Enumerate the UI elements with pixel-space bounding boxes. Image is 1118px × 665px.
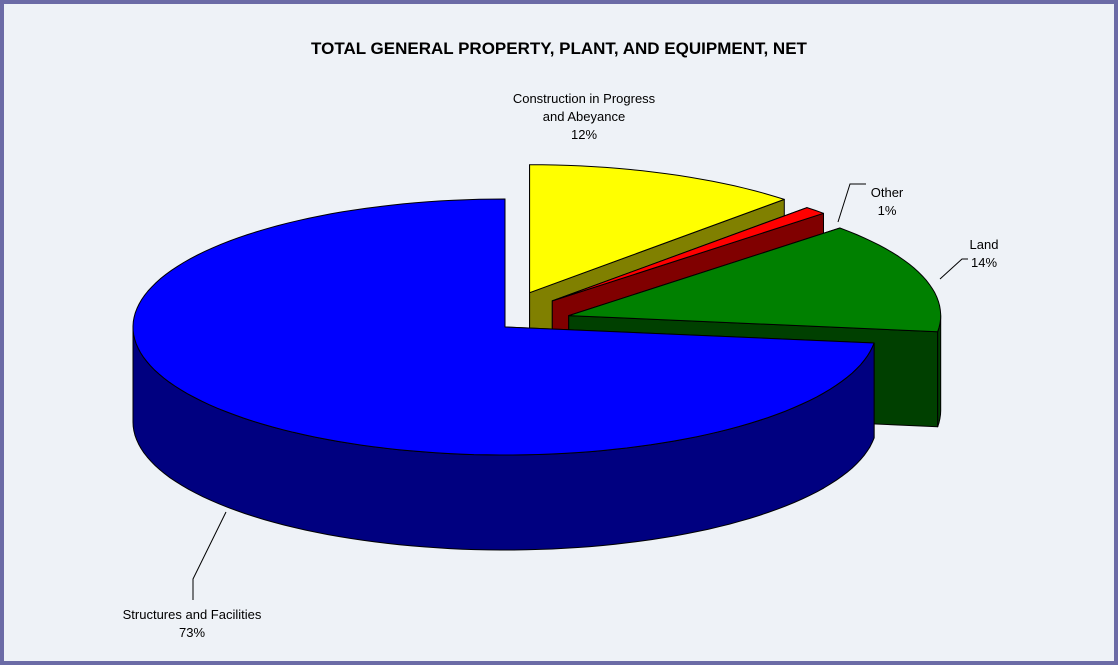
value-label: 73% <box>178 625 206 640</box>
category-label: Land <box>969 237 999 252</box>
value-label: 14% <box>970 255 998 270</box>
data-label: Construction in Progress and Abeyance 12% <box>509 90 659 144</box>
slice <box>132 198 875 456</box>
leader-line <box>939 258 968 280</box>
slice-side <box>937 315 942 428</box>
data-label: Land 14% <box>954 236 1014 272</box>
data-label: Structures and Facilities 73% <box>87 606 297 642</box>
slice <box>551 207 824 302</box>
category-label: Structures and Facilities <box>122 607 262 622</box>
chart-title: TOTAL GENERAL PROPERTY, PLANT, AND EQUIP… <box>311 39 807 58</box>
slice <box>529 164 785 294</box>
chart: TOTAL GENERAL PROPERTY, PLANT, AND EQUIP… <box>132 39 968 600</box>
data-label: Other 1% <box>852 184 922 220</box>
category-label: Construction in Progress and Abeyance <box>512 91 656 124</box>
leader-line <box>837 183 866 223</box>
value-label: 12% <box>570 127 598 142</box>
slice <box>568 227 942 333</box>
leader-line <box>192 511 227 600</box>
category-label: Other <box>870 185 904 200</box>
value-label: 1% <box>877 203 897 218</box>
